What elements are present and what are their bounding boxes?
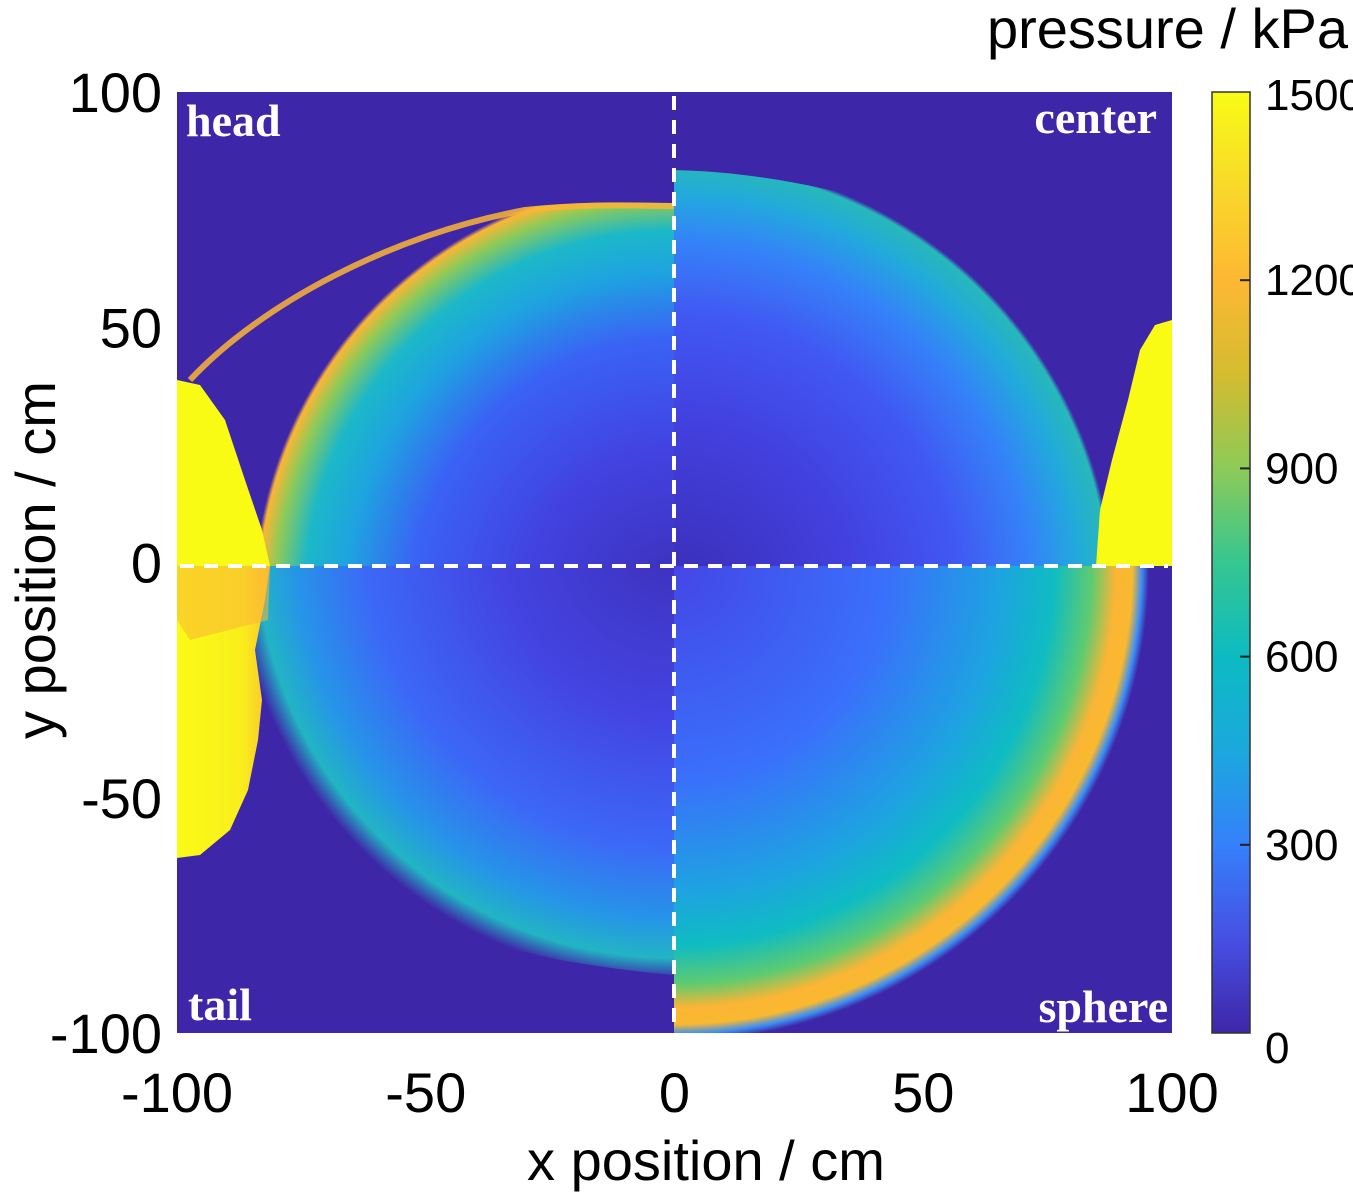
- y-tick-label: 50: [100, 296, 162, 359]
- colorbar-ticks: 0 300 600 900 1200 1500: [1240, 71, 1353, 1073]
- quadrant-label-sphere: sphere: [1039, 981, 1169, 1032]
- x-tick-label: -50: [385, 1061, 466, 1124]
- y-axis-ticks: 100 50 0 -50 -100: [50, 61, 162, 1065]
- y-axis-label: y position / cm: [4, 381, 67, 739]
- x-axis-ticks: -100 -50 0 50 100: [121, 1061, 1219, 1124]
- y-tick-label: -50: [81, 767, 162, 830]
- colorbar-tick-label: 1200: [1265, 256, 1353, 305]
- heatmap-image: [177, 96, 1172, 1033]
- quadrant-head-field: [177, 202, 674, 566]
- x-tick-label: 50: [892, 1061, 954, 1124]
- y-tick-label: -100: [50, 1002, 162, 1065]
- quadrant-tail-field: [177, 566, 674, 975]
- colorbar-label: pressure / kPa: [987, 0, 1349, 60]
- quadrant-label-center: center: [1034, 92, 1157, 143]
- x-tick-label: 0: [659, 1061, 690, 1124]
- y-tick-label: 100: [69, 61, 162, 124]
- quadrant-sphere-field: [674, 566, 1149, 1033]
- y-tick-label: 0: [131, 532, 162, 595]
- x-tick-label: -100: [121, 1061, 233, 1124]
- colorbar-tick-label: 0: [1265, 1024, 1289, 1073]
- colorbar-tick-label: 300: [1265, 821, 1338, 870]
- x-tick-label: 100: [1125, 1061, 1218, 1124]
- colorbar-tick-label: 900: [1265, 444, 1338, 493]
- colorbar: [1211, 91, 1251, 1034]
- colorbar-tick-label: 600: [1265, 633, 1338, 682]
- quadrant-center-field: [674, 170, 1172, 566]
- x-axis-label: x position / cm: [527, 1129, 885, 1192]
- quadrant-label-head: head: [186, 95, 281, 146]
- quadrant-label-tail: tail: [188, 979, 252, 1030]
- colorbar-tick-label: 1500: [1265, 71, 1353, 120]
